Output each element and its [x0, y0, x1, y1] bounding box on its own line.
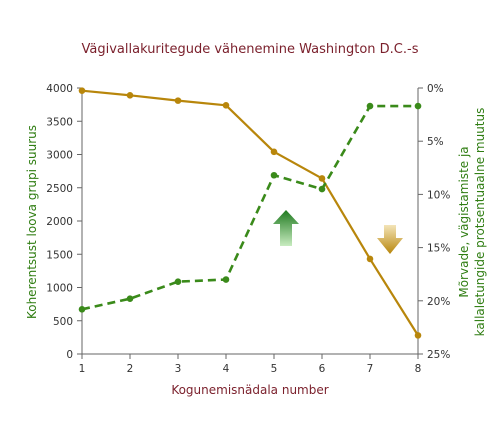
- x-tick-label: 8: [415, 363, 422, 375]
- data-point-right-series: [126, 295, 134, 302]
- x-tick-label: 7: [367, 363, 374, 375]
- x-tick-label: 2: [127, 363, 134, 375]
- y-left-tick-label: 1500: [46, 249, 73, 261]
- data-point-left-series: [222, 101, 230, 109]
- y-left-tick-label: 1000: [46, 283, 73, 295]
- y-left-tick-label: 3000: [46, 150, 73, 162]
- data-point-right-series: [222, 276, 230, 283]
- data-point-left-series: [366, 255, 374, 263]
- x-tick-label: 3: [175, 363, 182, 375]
- x-axis-label: Kogunemisnädala number: [171, 383, 328, 397]
- series-line-left-axis: [81, 89, 419, 336]
- y-right-tick-label: 25%: [427, 349, 450, 361]
- data-point-left-series: [270, 148, 278, 156]
- chart-title: Vägivallakuritegude vähenemine Washingto…: [82, 42, 419, 57]
- y-axis-left-label: Koherentsust loova grupi suurus: [25, 125, 39, 319]
- data-point-right-series: [318, 185, 326, 193]
- series-layer: [78, 87, 422, 339]
- data-point-left-series: [174, 97, 182, 104]
- data-point-right-series: [78, 306, 86, 313]
- data-point-right-series: [174, 278, 182, 285]
- data-point-right-series: [366, 102, 374, 110]
- series-line-right-axis: [81, 104, 418, 311]
- data-point-right-series: [414, 102, 422, 110]
- y-left-tick-label: 2500: [46, 183, 73, 195]
- y-axis-right-label-line1: Mõrvade, vägistamiste ja: [457, 146, 471, 297]
- data-point-left-series: [126, 92, 134, 99]
- y-right-tick-label: 15%: [427, 243, 450, 255]
- x-tick-label: 6: [319, 363, 326, 375]
- y-left-tick-label: 3500: [46, 116, 73, 128]
- y-left-tick-label: 4000: [46, 83, 73, 95]
- data-point-right-series: [270, 171, 278, 179]
- y-right-tick-label: 5%: [427, 136, 444, 148]
- x-tick-label: 1: [79, 363, 86, 375]
- y-left-tick-label: 2000: [46, 216, 73, 228]
- y-right-tick-label: 20%: [427, 296, 450, 308]
- x-tick-label: 4: [223, 363, 230, 375]
- down-arrow-icon: [377, 225, 403, 254]
- tick-labels: 0 500 1000 1500 2000 2500 3000 3500 4000 0% 5% 10% 1…: [46, 83, 450, 375]
- y-right-tick-label: 0%: [427, 83, 444, 95]
- data-point-left-series: [78, 87, 86, 94]
- data-point-left-series: [318, 175, 326, 182]
- y-left-tick-label: 500: [53, 316, 73, 328]
- x-tick-label: 5: [271, 363, 278, 375]
- y-axis-right-label-line2: kallaletungide protsentuaalne muutus: [473, 108, 487, 337]
- up-arrow-icon: [273, 210, 299, 246]
- data-point-left-series: [414, 332, 422, 339]
- annotations: [273, 210, 403, 254]
- y-right-tick-label: 10%: [427, 189, 450, 201]
- y-left-tick-label: 0: [66, 349, 73, 361]
